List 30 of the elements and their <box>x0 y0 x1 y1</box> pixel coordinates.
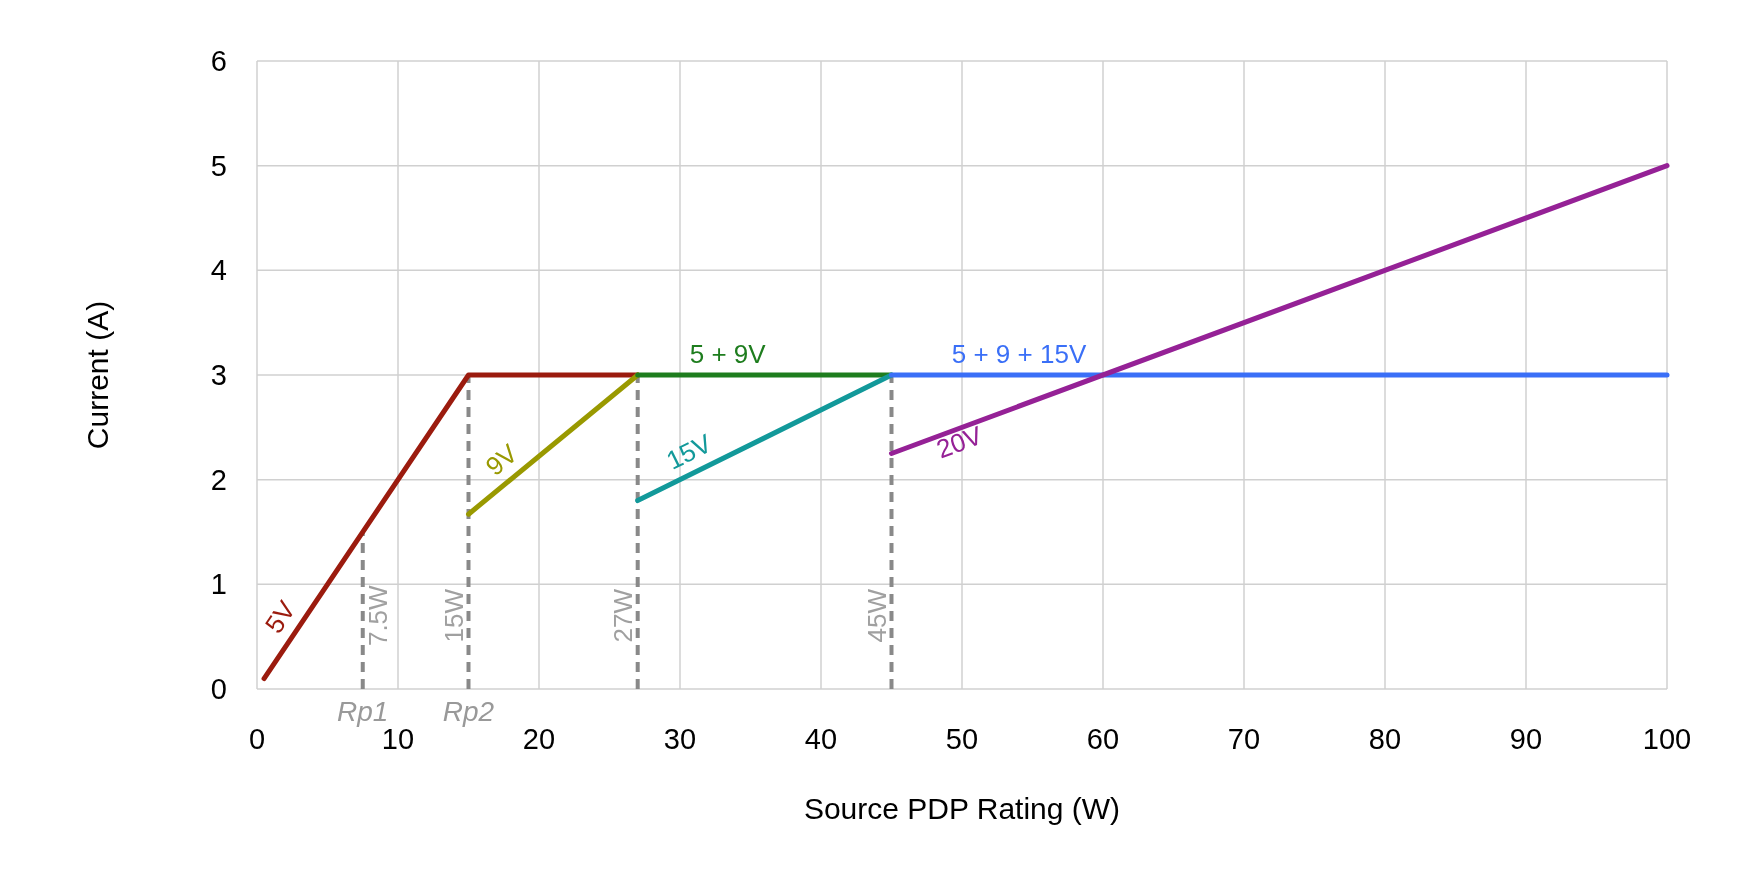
y-tick-label: 2 <box>210 463 227 496</box>
x-tick-label: 0 <box>248 723 266 755</box>
x-tick-label: 40 <box>804 723 838 755</box>
x-tick-label: 80 <box>1368 723 1402 755</box>
x-tick-label: 70 <box>1227 723 1261 755</box>
y-tick-label: 6 <box>210 45 227 77</box>
x-tick-label: 30 <box>663 723 697 755</box>
text: 20V <box>932 419 987 465</box>
text: 15V <box>661 427 717 476</box>
y-tick-label: 0 <box>210 673 227 705</box>
x-tick-label: 90 <box>1509 723 1543 755</box>
series-label: 5 + 9 + 15V <box>951 339 1087 369</box>
x-tick-label: 100 <box>1642 723 1692 755</box>
text: 9V <box>479 437 524 482</box>
annotation: 7.5W <box>362 584 393 647</box>
y-axis-title: Current (A) <box>81 300 114 450</box>
annotation: 45W <box>861 588 892 643</box>
y-tick-label: 1 <box>210 568 227 601</box>
text: 5V <box>258 594 302 639</box>
annotation: 15W <box>438 588 469 643</box>
x-tick-label: 20 <box>522 723 556 755</box>
x-axis-title: Source PDP Rating (W) <box>803 792 1121 825</box>
y-tick-label: 3 <box>210 359 227 391</box>
annotation: 27W <box>607 588 638 643</box>
y-tick-label: 4 <box>210 254 227 287</box>
y-tick-label: 5 <box>210 149 227 182</box>
annotation: Rp2 <box>442 696 495 727</box>
x-tick-label: 50 <box>945 723 979 755</box>
x-tick-label: 60 <box>1086 723 1120 755</box>
series-label: 5 + 9V <box>689 339 767 369</box>
